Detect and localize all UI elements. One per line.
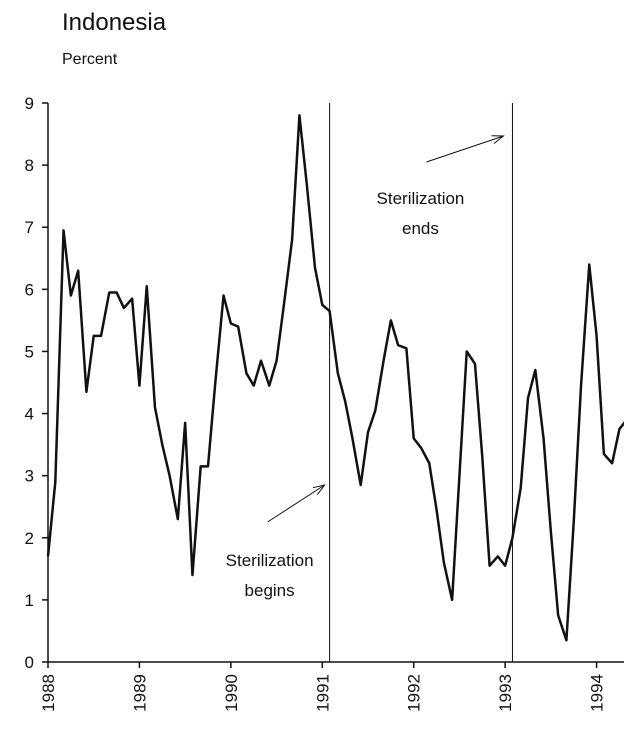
arrow-head bbox=[312, 484, 326, 495]
x-tick-label: 1991 bbox=[313, 674, 332, 712]
annotation: ends bbox=[402, 219, 439, 238]
y-tick-label: 3 bbox=[25, 467, 34, 486]
annotation: Sterilization bbox=[377, 189, 465, 208]
y-tick-label: 4 bbox=[25, 405, 34, 424]
y-tick-label: 0 bbox=[25, 653, 34, 672]
y-tick-label: 6 bbox=[25, 280, 34, 299]
x-tick-label: 1994 bbox=[588, 674, 607, 712]
arrow bbox=[267, 484, 325, 523]
y-tick-label: 7 bbox=[25, 218, 34, 237]
y-tick-label: 8 bbox=[25, 156, 34, 175]
y-tick-label: 5 bbox=[25, 342, 34, 361]
x-tick-label: 1988 bbox=[39, 674, 58, 712]
arrow-head bbox=[491, 135, 505, 144]
chart-subtitle: Percent bbox=[62, 51, 118, 68]
x-tick-label: 1993 bbox=[496, 674, 515, 712]
line bbox=[46, 114, 624, 642]
x-tick-label: 1989 bbox=[130, 674, 149, 712]
arrow bbox=[426, 135, 504, 163]
chart-title: Indonesia bbox=[62, 9, 167, 36]
x-tick-label: 1990 bbox=[222, 674, 241, 712]
y-tick-label: 1 bbox=[25, 591, 34, 610]
x-tick-label: 1992 bbox=[405, 674, 424, 712]
y-tick-label: 9 bbox=[25, 94, 34, 113]
annotation: Sterilization bbox=[226, 551, 314, 570]
annotation: begins bbox=[245, 581, 295, 600]
y-tick-label: 2 bbox=[25, 529, 34, 548]
